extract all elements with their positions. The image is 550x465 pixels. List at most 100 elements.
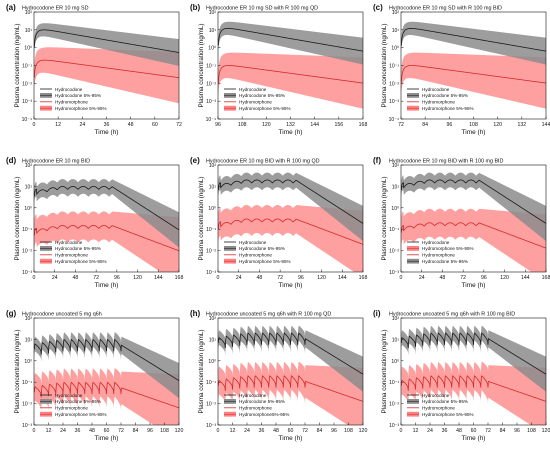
axes-frame (33, 164, 180, 273)
x-tick-label: 96 (298, 275, 304, 281)
x-tick-label: 12 (46, 428, 52, 434)
x-tick-label: 168 (359, 122, 368, 128)
axes-frame (400, 164, 547, 273)
y-axis-label: Plasma concentration (ng/mL) (14, 24, 21, 108)
y-tick-label: 10⁻² (389, 249, 399, 255)
legend-label: Hydromorphone (55, 406, 88, 411)
hydromorphone-band (218, 361, 363, 425)
x-tick-label: 60 (104, 428, 110, 434)
x-tick-label: 96 (514, 428, 520, 434)
x-tick-label: 168 (359, 275, 368, 281)
plot-area (218, 21, 363, 109)
x-axis-label: Time (h) (279, 435, 303, 442)
y-tick-label: 10⁻¹ (389, 380, 399, 386)
legend-label: Hydromorphone 5%-95% (239, 259, 291, 264)
y-tick-label: 10⁰ (208, 359, 216, 365)
legend-label: Hydrocodone (239, 393, 267, 398)
hydromorphone-line (218, 65, 363, 84)
y-tick-label: 10² (209, 10, 217, 16)
y-tick-label: 10⁻² (22, 81, 32, 87)
y-tick-label: 10⁻⁴ (206, 117, 216, 123)
panel-label: (c) (373, 3, 383, 12)
hydrocodone-line (401, 28, 546, 52)
y-tick-label: 10⁻³ (206, 99, 216, 105)
hydromorphone-line (401, 65, 546, 84)
x-tick-label: 0 (33, 428, 36, 434)
hydrocodone-band (218, 172, 363, 242)
y-tick-label: 10⁻¹ (22, 380, 32, 386)
x-axis-label: Time (h) (462, 282, 486, 289)
legend-label: Hydromorphone 5%-95% (55, 259, 107, 264)
y-tick-label: 10¹ (392, 184, 400, 190)
hydromorphone-band (218, 52, 363, 109)
x-tick-label: 144 (338, 275, 347, 281)
plot-area (34, 23, 179, 104)
x-tick-label: 48 (89, 428, 95, 434)
panel-label: (g) (6, 309, 17, 318)
legend-label: Hydrocodone (239, 87, 267, 92)
x-tick-label: 144 (310, 122, 319, 128)
hydromorphone-line (218, 375, 363, 402)
y-tick-label: 10⁰ (391, 206, 399, 212)
x-tick-label: 120 (493, 122, 502, 128)
legend-label: Hydrocodone (239, 240, 267, 245)
legend-label: Hydromorphone 5%-95% (55, 106, 107, 111)
plot-area (218, 172, 363, 272)
y-tick-label: 10⁻² (22, 402, 32, 408)
x-tick-label: 60 (471, 428, 477, 434)
y-tick-label: 10⁰ (208, 46, 216, 52)
y-tick-label: 10² (392, 163, 400, 169)
x-tick-label: 0 (400, 428, 403, 434)
y-tick-label: 10⁻¹ (206, 380, 216, 386)
x-tick-label: 120 (262, 122, 271, 128)
y-tick-label: 10⁻³ (22, 270, 32, 276)
panel-label: (b) (190, 3, 201, 12)
legend-label: Hydrocodone 5%-95% (55, 246, 101, 251)
x-tick-label: 84 (317, 428, 323, 434)
legend-label: Hydromorphone 5%-95% (422, 106, 474, 111)
x-tick-label: 36 (104, 122, 110, 128)
panel-label: (h) (190, 309, 201, 318)
x-tick-label: 84 (422, 122, 428, 128)
y-tick-label: 10⁻¹ (206, 227, 216, 233)
x-tick-label: 144 (154, 275, 163, 281)
panel-title: Hydrocodone ER 10 mg BID with R 100 mg Q… (206, 159, 320, 165)
hydromorphone-line (218, 218, 363, 245)
x-tick-label: 144 (521, 275, 530, 281)
panel-label: (e) (190, 156, 200, 165)
x-tick-label: 72 (398, 122, 404, 128)
x-tick-label: 0 (33, 122, 36, 128)
legend-label: Hydromorphone (55, 100, 88, 105)
legend-label: Hydrocodone (55, 87, 83, 92)
x-tick-label: 36 (259, 428, 265, 434)
y-tick-label: 10⁻² (389, 402, 399, 408)
plot-area (34, 179, 179, 272)
x-axis-label: Time (h) (279, 129, 303, 136)
legend-label: Hydrocodone (422, 87, 450, 92)
x-tick-label: 0 (33, 275, 36, 281)
hydrocodone-line (34, 29, 179, 53)
panel-title: Hydrocodone ER 10 mg BID with R 100 mg B… (389, 159, 504, 165)
axes-frame (217, 164, 364, 273)
y-tick-label: 10⁻⁴ (22, 117, 32, 123)
legend-label: Hydromorphone (422, 406, 455, 411)
x-tick-label: 24 (236, 275, 242, 281)
y-axis-label: Plasma concentration (ng/mL) (381, 177, 388, 261)
y-axis-label: Plasma concentration (ng/mL) (198, 177, 205, 261)
hydromorphone-band (218, 205, 363, 272)
y-tick-label: 10⁻² (206, 249, 216, 255)
x-tick-label: 24 (52, 275, 58, 281)
x-tick-label: 132 (286, 122, 295, 128)
y-tick-label: 10⁻¹ (206, 64, 216, 70)
hydrocodone-line (218, 332, 363, 375)
x-tick-label: 12 (55, 122, 61, 128)
y-tick-label: 10² (392, 316, 400, 322)
chart-panel-f: (f) Hydrocodone ER 10 mg BID with R 100 m… (373, 156, 550, 289)
plot-area (401, 172, 546, 272)
y-tick-label: 10¹ (209, 184, 217, 190)
x-tick-label: 84 (500, 428, 506, 434)
